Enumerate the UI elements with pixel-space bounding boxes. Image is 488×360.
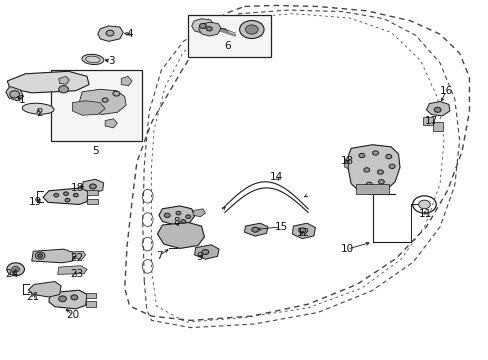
Circle shape <box>358 153 364 158</box>
Text: 2: 2 <box>36 108 42 118</box>
Circle shape <box>239 21 264 39</box>
Text: 21: 21 <box>26 292 40 302</box>
Polygon shape <box>159 206 194 225</box>
Polygon shape <box>344 157 347 168</box>
Polygon shape <box>32 249 74 263</box>
Text: 19: 19 <box>28 197 42 207</box>
Polygon shape <box>59 76 69 84</box>
Polygon shape <box>157 222 204 248</box>
Text: 5: 5 <box>92 146 99 156</box>
Text: 3: 3 <box>107 56 114 66</box>
Text: 13: 13 <box>340 156 353 166</box>
Polygon shape <box>347 145 399 194</box>
Polygon shape <box>194 245 219 259</box>
Circle shape <box>35 252 45 259</box>
Ellipse shape <box>82 54 103 64</box>
Polygon shape <box>43 188 88 204</box>
Circle shape <box>176 211 181 215</box>
Polygon shape <box>7 71 89 93</box>
Polygon shape <box>198 22 221 36</box>
Circle shape <box>10 91 20 98</box>
Circle shape <box>385 154 391 159</box>
Circle shape <box>202 249 208 255</box>
Circle shape <box>206 27 212 31</box>
Circle shape <box>245 25 258 34</box>
Polygon shape <box>87 199 98 204</box>
Polygon shape <box>292 223 315 239</box>
Polygon shape <box>105 119 117 128</box>
Polygon shape <box>191 19 214 33</box>
Circle shape <box>433 107 440 112</box>
Circle shape <box>378 180 384 184</box>
Circle shape <box>113 91 120 96</box>
Polygon shape <box>79 89 126 114</box>
Circle shape <box>372 151 378 155</box>
Circle shape <box>12 266 20 272</box>
Circle shape <box>106 30 114 36</box>
Text: 6: 6 <box>224 41 230 51</box>
Circle shape <box>199 23 206 28</box>
Polygon shape <box>426 102 449 116</box>
Polygon shape <box>244 223 267 236</box>
Polygon shape <box>72 251 85 259</box>
Polygon shape <box>82 179 103 194</box>
Circle shape <box>164 213 170 217</box>
Ellipse shape <box>22 103 54 114</box>
Text: 22: 22 <box>70 253 84 264</box>
Text: 17: 17 <box>424 116 437 126</box>
Circle shape <box>73 193 78 197</box>
Circle shape <box>363 168 369 172</box>
Text: 14: 14 <box>269 172 283 182</box>
Bar <box>355 184 388 194</box>
Text: 20: 20 <box>66 310 79 320</box>
Polygon shape <box>422 117 432 125</box>
Circle shape <box>185 215 190 219</box>
Bar <box>188 15 271 57</box>
Circle shape <box>7 263 24 276</box>
Text: 15: 15 <box>274 222 287 232</box>
Text: 10: 10 <box>340 244 353 254</box>
Text: 4: 4 <box>126 29 133 39</box>
Circle shape <box>102 98 108 102</box>
Text: 8: 8 <box>173 217 180 228</box>
Text: 9: 9 <box>196 252 203 262</box>
Circle shape <box>388 164 394 168</box>
Circle shape <box>181 220 185 223</box>
Polygon shape <box>28 282 61 297</box>
Circle shape <box>38 254 42 257</box>
Polygon shape <box>72 101 105 115</box>
Circle shape <box>298 228 305 233</box>
Text: 1: 1 <box>19 95 26 105</box>
Circle shape <box>89 184 96 189</box>
Polygon shape <box>6 86 23 101</box>
Polygon shape <box>193 209 205 217</box>
Circle shape <box>54 193 59 197</box>
Circle shape <box>377 170 383 174</box>
Text: 24: 24 <box>5 269 19 279</box>
Polygon shape <box>98 26 123 41</box>
Polygon shape <box>87 190 98 195</box>
Text: 7: 7 <box>155 251 162 261</box>
Bar <box>51 70 142 141</box>
Polygon shape <box>121 76 132 86</box>
Polygon shape <box>432 122 442 131</box>
Text: 11: 11 <box>418 209 431 219</box>
Circle shape <box>65 198 70 202</box>
Circle shape <box>59 86 68 93</box>
Text: 23: 23 <box>70 269 84 279</box>
Polygon shape <box>58 266 87 274</box>
Circle shape <box>418 200 429 209</box>
Text: 12: 12 <box>296 228 309 238</box>
Polygon shape <box>85 301 96 307</box>
Text: 18: 18 <box>70 183 84 193</box>
Text: 16: 16 <box>438 86 452 96</box>
Circle shape <box>251 227 258 232</box>
Polygon shape <box>85 293 96 298</box>
Circle shape <box>59 296 66 302</box>
Circle shape <box>366 182 371 186</box>
Polygon shape <box>49 290 87 309</box>
Circle shape <box>63 192 68 195</box>
Circle shape <box>71 295 78 300</box>
